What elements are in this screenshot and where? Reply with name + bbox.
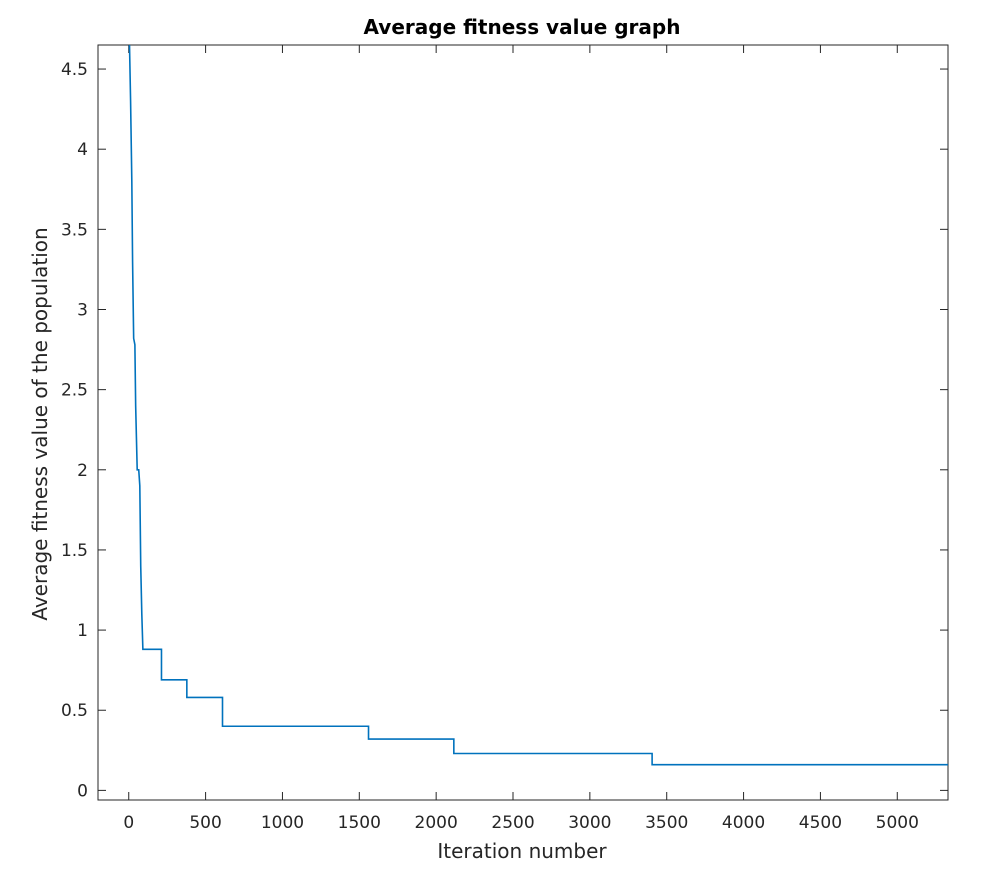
y-axis-label: Average fitness value of the population <box>28 227 52 620</box>
y-tick-label: 2.5 <box>61 381 88 401</box>
x-tick-label: 2000 <box>415 813 458 833</box>
x-tick-label: 1500 <box>338 813 381 833</box>
x-tick-label: 3000 <box>568 813 611 833</box>
x-tick-label: 5000 <box>876 813 919 833</box>
y-tick-label: 1.5 <box>61 541 88 561</box>
y-tick-label: 1 <box>77 621 88 641</box>
y-tick-label: 0 <box>77 781 88 801</box>
y-tick-label: 0.5 <box>61 701 88 721</box>
x-tick-label: 500 <box>189 813 221 833</box>
x-tick-label: 3500 <box>645 813 688 833</box>
axes-box <box>97 44 949 801</box>
x-tick-label: 4000 <box>722 813 765 833</box>
x-tick-label: 4500 <box>799 813 842 833</box>
y-tick-label: 4.5 <box>61 60 88 80</box>
y-tick-label: 2 <box>77 461 88 481</box>
y-tick-label: 3 <box>77 300 88 320</box>
x-axis-label: Iteration number <box>437 839 607 863</box>
plot-area: 0 500 1000 1500 2000 2500 3000 3500 4000 4500 5000… <box>61 44 949 833</box>
x-tick-label: 2500 <box>491 813 534 833</box>
series-line <box>128 45 948 766</box>
x-tick-label: 1000 <box>261 813 304 833</box>
x-tick-label: 0 <box>123 813 134 833</box>
chart-title: Average fitness value graph <box>364 15 681 39</box>
y-tick-label: 3.5 <box>61 220 88 240</box>
y-tick-label: 4 <box>77 140 88 160</box>
